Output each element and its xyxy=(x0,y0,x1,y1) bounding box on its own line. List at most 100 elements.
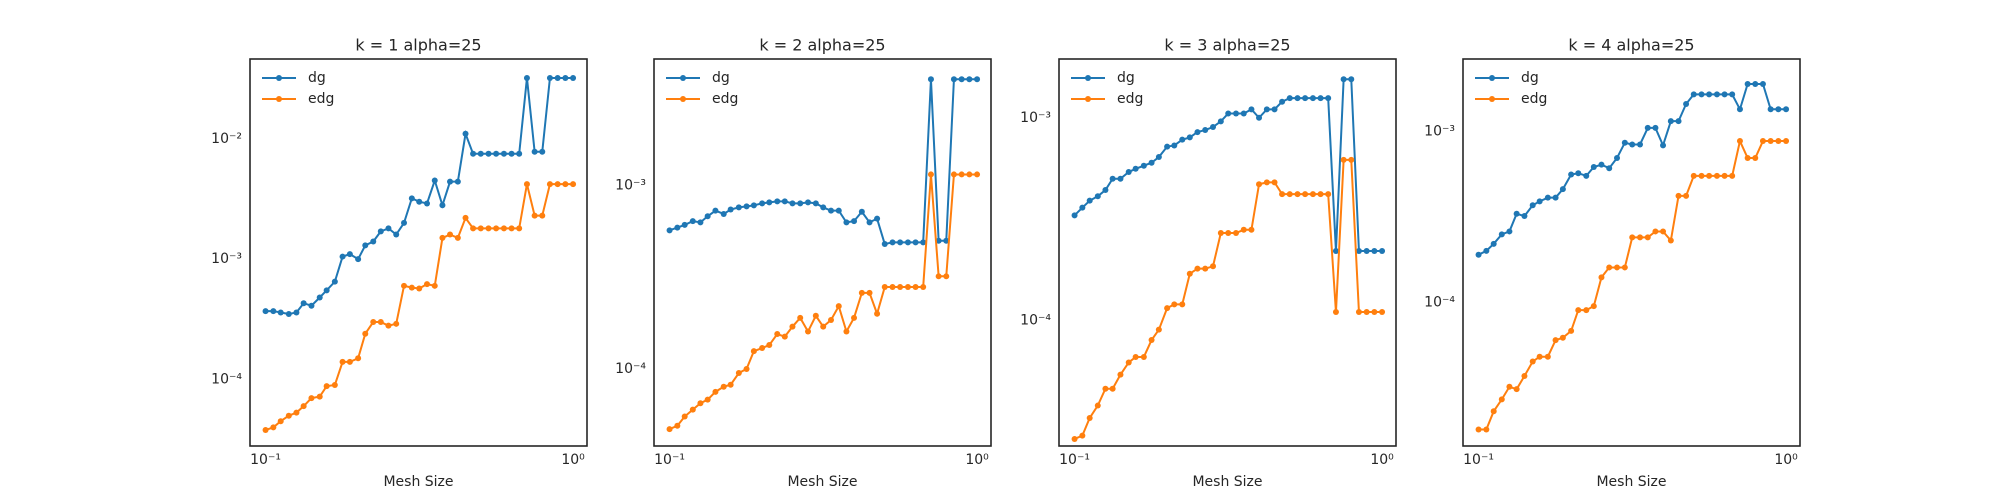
data-point xyxy=(500,225,507,232)
data-point xyxy=(277,418,284,425)
data-point xyxy=(812,312,819,319)
data-point xyxy=(408,195,415,202)
data-point xyxy=(539,148,546,155)
data-point xyxy=(1629,234,1636,241)
data-point xyxy=(1302,95,1309,102)
data-point xyxy=(1521,213,1528,220)
y-tick-label: 10⁻³ xyxy=(211,251,242,267)
data-point xyxy=(966,171,973,178)
data-point xyxy=(1071,435,1078,442)
data-point xyxy=(439,234,446,241)
data-point xyxy=(1248,106,1255,113)
legend-label: edg xyxy=(1117,91,1143,107)
data-point xyxy=(516,225,523,232)
data-point xyxy=(1721,91,1728,98)
data-point xyxy=(500,150,507,157)
data-point xyxy=(1233,229,1240,236)
data-point xyxy=(470,225,477,232)
data-point xyxy=(1683,192,1690,199)
data-point xyxy=(1271,106,1278,113)
data-point xyxy=(539,212,546,219)
data-point xyxy=(1317,191,1324,198)
data-point xyxy=(858,289,865,296)
data-point xyxy=(293,409,300,416)
data-point xyxy=(774,198,781,205)
legend-marker xyxy=(1489,75,1495,81)
data-point xyxy=(1575,307,1582,314)
subplot-title: k = 4 alpha=25 xyxy=(1568,36,1694,55)
data-point xyxy=(1117,175,1124,182)
data-point xyxy=(293,309,300,316)
data-point xyxy=(454,178,461,185)
data-point xyxy=(1155,326,1162,333)
data-point xyxy=(805,199,812,206)
data-point xyxy=(1217,229,1224,236)
data-point xyxy=(759,200,766,207)
data-point xyxy=(1675,192,1682,199)
data-point xyxy=(1583,172,1590,179)
data-point xyxy=(666,426,673,433)
data-point xyxy=(1606,264,1613,271)
data-point xyxy=(523,74,530,81)
data-point xyxy=(881,241,888,248)
data-point xyxy=(477,225,484,232)
data-point xyxy=(362,242,369,249)
data-point xyxy=(781,333,788,340)
data-point xyxy=(1179,301,1186,308)
data-point xyxy=(1256,181,1263,188)
data-point xyxy=(1217,118,1224,125)
data-point xyxy=(1086,197,1093,204)
data-point xyxy=(1117,371,1124,378)
data-point xyxy=(1568,171,1575,178)
data-point xyxy=(1094,402,1101,409)
legend-label: edg xyxy=(712,91,738,107)
data-point xyxy=(339,358,346,365)
data-point xyxy=(1759,80,1766,87)
data-point xyxy=(1194,265,1201,272)
data-point xyxy=(331,278,338,285)
subplot-title: k = 1 alpha=25 xyxy=(355,36,481,55)
data-point xyxy=(1637,234,1644,241)
x-tick-label: 10⁰ xyxy=(561,452,585,468)
data-point xyxy=(454,234,461,241)
subplot-title: k = 2 alpha=25 xyxy=(759,36,885,55)
data-point xyxy=(735,370,742,377)
data-point xyxy=(1309,95,1316,102)
data-point xyxy=(285,310,292,317)
data-point xyxy=(927,171,934,178)
data-point xyxy=(1140,162,1147,169)
data-point xyxy=(1506,383,1513,390)
data-point xyxy=(416,285,423,292)
data-point xyxy=(393,231,400,238)
x-tick-label: 10⁻¹ xyxy=(1059,452,1090,468)
data-point xyxy=(1132,353,1139,360)
data-point xyxy=(828,207,835,214)
data-point xyxy=(401,282,408,289)
data-point xyxy=(735,204,742,211)
data-point xyxy=(904,239,911,246)
data-point xyxy=(712,388,719,395)
data-point xyxy=(1544,194,1551,201)
data-point xyxy=(431,282,438,289)
data-point xyxy=(1652,228,1659,235)
x-axis-label: Mesh Size xyxy=(1596,474,1666,490)
data-point xyxy=(674,224,681,231)
data-point xyxy=(1729,172,1736,179)
data-point xyxy=(1125,359,1132,366)
data-point xyxy=(1637,141,1644,148)
plot-area xyxy=(1071,76,1386,442)
legend-label: edg xyxy=(308,91,334,107)
data-point xyxy=(720,383,727,390)
data-point xyxy=(1529,202,1536,209)
data-point xyxy=(1294,95,1301,102)
axes-frame xyxy=(653,58,992,447)
data-point xyxy=(712,207,719,214)
data-point xyxy=(1371,309,1378,316)
data-point xyxy=(697,219,704,226)
data-point xyxy=(1171,142,1178,149)
data-point xyxy=(1744,80,1751,87)
data-point xyxy=(866,219,873,226)
legend-marker xyxy=(1085,75,1091,81)
data-point xyxy=(828,316,835,323)
